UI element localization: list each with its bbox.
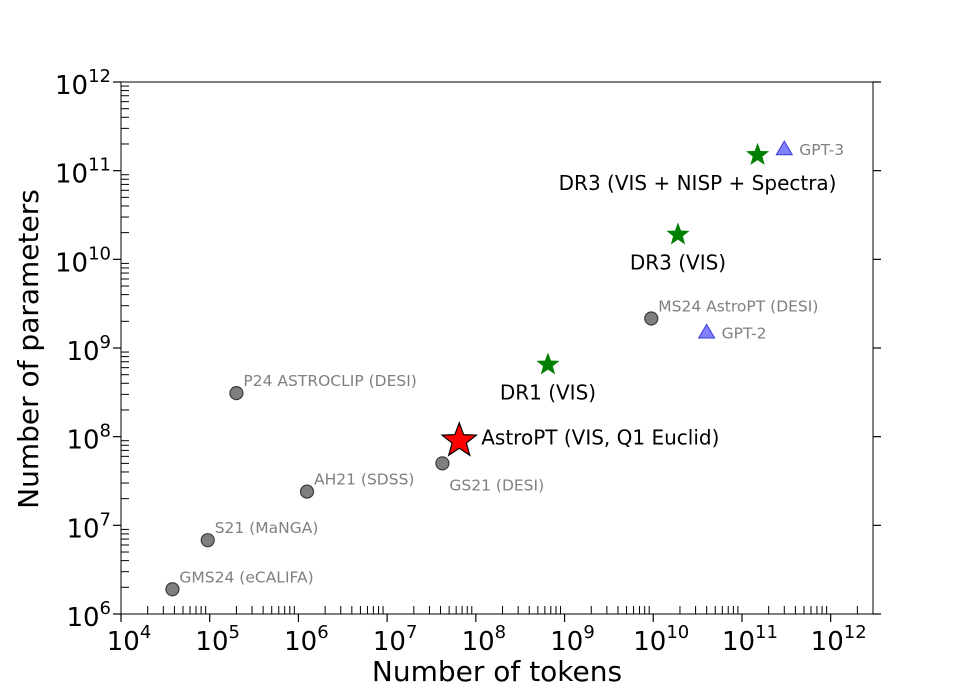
x-tick-label: 1012 <box>811 622 867 657</box>
point-label: AH21 (SDSS) <box>314 471 414 489</box>
point-label: P24 ASTROCLIP (DESI) <box>243 372 416 390</box>
tick-labels: 104 105 106 107 108 109 1010 1011 1012 106 107 108 1… <box>55 66 867 657</box>
point-label: DR3 (VIS) <box>630 251 726 275</box>
point-label: GPT-2 <box>722 324 767 342</box>
triangle-marker <box>697 323 716 339</box>
highlight-star-marker <box>440 420 479 457</box>
y-tick-label: 109 <box>66 332 111 367</box>
star-marker <box>666 222 690 245</box>
y-tick-label: 106 <box>66 598 111 633</box>
point-label: GPT-3 <box>799 141 844 159</box>
y-tick-label: 107 <box>66 509 111 544</box>
star-marker <box>536 352 560 375</box>
circle-marker <box>165 582 180 597</box>
point-label: DR1 (VIS) <box>500 381 596 405</box>
x-tick-label: 104 <box>107 622 152 657</box>
circle-marker <box>200 533 215 548</box>
y-axis-title: Number of parameters <box>12 189 45 509</box>
point-label: AstroPT (VIS, Q1 Euclid) <box>481 426 719 450</box>
x-tick-label: 105 <box>195 622 240 657</box>
y-tick-label: 108 <box>66 421 111 456</box>
x-tick-label: 1011 <box>722 622 778 657</box>
point-label: MS24 AstroPT (DESI) <box>658 298 818 316</box>
circle-marker <box>435 456 450 471</box>
point-annotations: GMS24 (eCALIFA) S21 (MaNGA) AH21 (SDSS) P24… <box>179 141 844 586</box>
y-tick-label: 1012 <box>55 66 111 101</box>
x-tick-label: 107 <box>373 622 418 657</box>
star-marker <box>746 142 770 165</box>
tick-marks <box>113 81 881 622</box>
circle-marker <box>299 484 315 499</box>
plot-area-frame <box>120 81 874 615</box>
x-tick-label: 108 <box>462 622 507 657</box>
x-tick-label: 106 <box>284 622 329 657</box>
circle-marker <box>644 311 659 326</box>
data-points <box>165 140 794 597</box>
x-tick-label: 1010 <box>633 622 689 657</box>
circle-marker <box>229 385 244 401</box>
point-label: S21 (MaNGA) <box>215 519 319 537</box>
y-tick-label: 1011 <box>55 155 111 190</box>
point-label: GS21 (DESI) <box>449 476 544 494</box>
x-axis-title: Number of tokens <box>372 655 622 688</box>
point-label: DR3 (VIS + NISP + Spectra) <box>559 171 837 195</box>
y-tick-label: 1010 <box>55 243 111 278</box>
point-label: GMS24 (eCALIFA) <box>179 568 313 586</box>
x-tick-label: 109 <box>550 622 595 657</box>
triangle-marker <box>775 140 794 156</box>
